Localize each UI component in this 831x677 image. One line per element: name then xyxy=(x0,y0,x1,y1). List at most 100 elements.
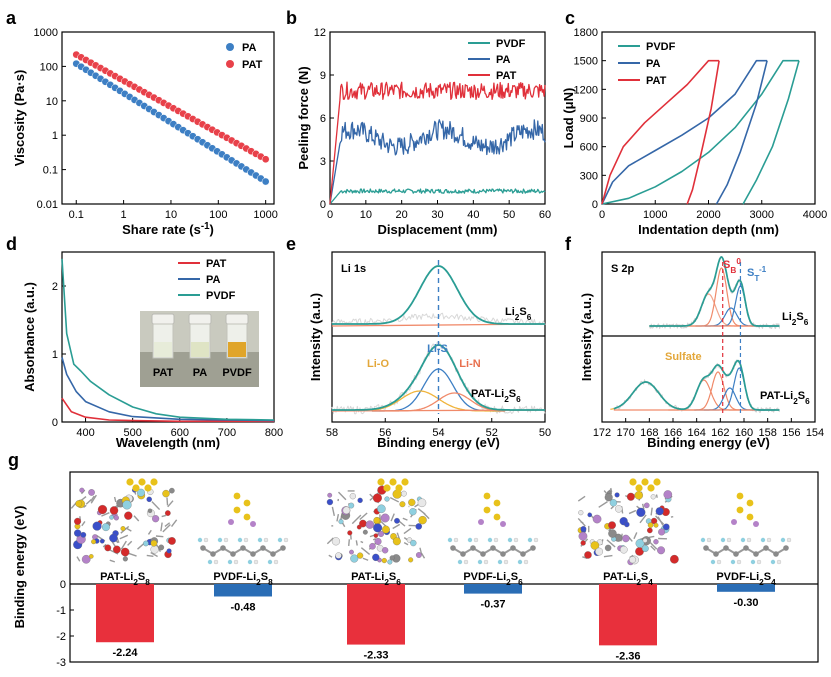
molecule-fluorine-atom xyxy=(477,559,483,565)
molecule-bond xyxy=(90,495,95,502)
panel-d-ytick-label: 0 xyxy=(52,417,58,429)
panel-a-ytick-label: 0.1 xyxy=(43,165,58,177)
molecule-fluorine-atom xyxy=(217,537,223,543)
panel-c-legend-label: PAT xyxy=(646,75,667,87)
panel-c-unload-pa xyxy=(715,60,768,205)
panel-g-category-label: PVDF-Li2S6 xyxy=(463,571,523,587)
molecule-bond xyxy=(85,498,92,505)
molecule-bond xyxy=(603,554,613,558)
panel-e-top-label-part: S xyxy=(519,306,526,318)
molecule-bond xyxy=(610,505,614,510)
molecule-fluorine-atom xyxy=(237,537,243,543)
panel-f-top-label-part: Li xyxy=(782,311,792,323)
panel-e-ylabel: Intensity (a.u.) xyxy=(308,293,323,381)
molecule-atom xyxy=(120,526,126,532)
panel-e-top-label: Li2S6 xyxy=(505,306,532,322)
panel-letter-g: g xyxy=(8,450,19,470)
molecule-sulfur-atom xyxy=(383,484,391,492)
molecule-atom xyxy=(418,515,427,525)
molecule-bond xyxy=(90,494,97,504)
panel-g-category-label-part: S xyxy=(641,571,648,583)
molecule-sulfur-atom xyxy=(746,513,754,521)
panel-d-vial-liquid xyxy=(228,342,246,357)
molecule-atom xyxy=(350,554,359,563)
molecule-bond xyxy=(331,506,336,516)
panel-g-value-label: -0.30 xyxy=(733,597,758,609)
panel-b-ytick-label: 0 xyxy=(320,199,326,211)
molecule-fluorine-atom xyxy=(197,537,203,543)
molecule-carbon-atom xyxy=(763,545,769,551)
molecule-hydrogen-atom xyxy=(483,559,489,565)
panel-d-series-pvdf xyxy=(61,258,275,421)
molecule-fluorine-atom xyxy=(457,559,463,565)
panel-f-bottom-label-part: PAT-Li xyxy=(760,390,793,402)
molecule-bond xyxy=(83,504,87,509)
molecule-carbon-atom xyxy=(510,545,516,551)
panel-c-legend-label: PVDF xyxy=(646,41,676,53)
molecule-bond xyxy=(113,496,117,503)
molecule-atom xyxy=(146,496,152,503)
molecule-fluorine-atom xyxy=(277,537,283,543)
molecule-bond xyxy=(109,559,116,563)
panel-g-value-label: -0.48 xyxy=(230,601,255,613)
molecule-atom xyxy=(120,547,130,557)
molecule-bond xyxy=(639,514,647,524)
molecule-carbon-atom xyxy=(500,551,506,557)
molecule-atom xyxy=(365,520,375,529)
molecule-bond xyxy=(650,545,656,551)
panel-a-legend-label: PA xyxy=(242,42,257,54)
molecule-lithium-atom xyxy=(753,521,759,527)
molecule-hydrogen-atom xyxy=(493,537,499,543)
molecule-fluorine-atom xyxy=(227,559,233,565)
molecule-atom xyxy=(348,502,355,509)
molecule-atom xyxy=(359,519,367,528)
panel-f-ann-sb-part: 0 xyxy=(736,257,741,266)
molecule-bond xyxy=(403,527,412,535)
panel-b-xlabel: Displacement (mm) xyxy=(378,222,498,237)
panel-g-category-label-part: PVDF-Li xyxy=(463,571,506,583)
molecule-atom xyxy=(373,523,383,533)
panel-b-xtick-label: 30 xyxy=(431,209,443,221)
molecule-atom xyxy=(112,545,121,554)
molecule-atom xyxy=(409,508,417,516)
panel-d-absorbance-chart: 400 500 600 700 800 0 1 2 PAT PA PVDF PAT PA PVDF Wave… xyxy=(22,251,283,450)
panel-g-value-label: -0.37 xyxy=(480,599,505,611)
molecule-lithium-atom xyxy=(731,519,737,525)
molecule-carbon-atom xyxy=(240,545,246,551)
panel-e-xlabel: Binding energy (eV) xyxy=(377,435,500,450)
molecule-fluorine-atom xyxy=(487,537,493,543)
panel-a-xtick-label: 100 xyxy=(209,209,227,221)
molecule-carbon-atom xyxy=(220,545,226,551)
molecule-lithium-atom xyxy=(478,519,484,525)
molecule-atom xyxy=(124,511,133,520)
molecule-atom xyxy=(357,552,364,559)
panel-g-ylabel: Binding energy (eV) xyxy=(12,506,27,629)
molecule-atom xyxy=(150,539,158,547)
panel-d-vial-liquid xyxy=(191,342,209,357)
panel-g-category-label-part: PAT-Li xyxy=(100,571,133,583)
panel-a-ytick-label: 100 xyxy=(40,61,58,73)
panel-a-ylabel: Viscosity (Pa·s) xyxy=(12,70,27,167)
molecule-sulfur-atom xyxy=(647,484,655,492)
molecule-carbon-atom xyxy=(470,545,476,551)
molecule-bond xyxy=(606,539,616,548)
molecule-atom xyxy=(378,530,385,537)
panel-d-vial-cap xyxy=(225,313,249,325)
molecule-bond xyxy=(81,521,86,527)
molecule-atom xyxy=(614,492,620,498)
molecule-carbon-atom xyxy=(723,545,729,551)
panel-g-category-label: PAT-Li2S4 xyxy=(603,571,653,587)
molecule-atom xyxy=(629,556,636,564)
molecule-hydrogen-atom xyxy=(513,537,519,543)
molecule-atom xyxy=(634,491,644,500)
molecule-carbon-atom xyxy=(200,545,206,551)
molecule-fluorine-atom xyxy=(720,537,726,543)
molecule-bond xyxy=(147,529,152,535)
panel-a-xlabel-part: ) xyxy=(210,222,214,237)
panel-a-legend-label: PAT xyxy=(242,59,263,71)
molecule-hydrogen-atom xyxy=(716,559,722,565)
molecule-atom xyxy=(109,515,114,520)
molecule-atom xyxy=(657,546,665,555)
panel-e-bottom-label-part: 2 xyxy=(504,395,509,404)
molecule-atom xyxy=(147,508,153,513)
